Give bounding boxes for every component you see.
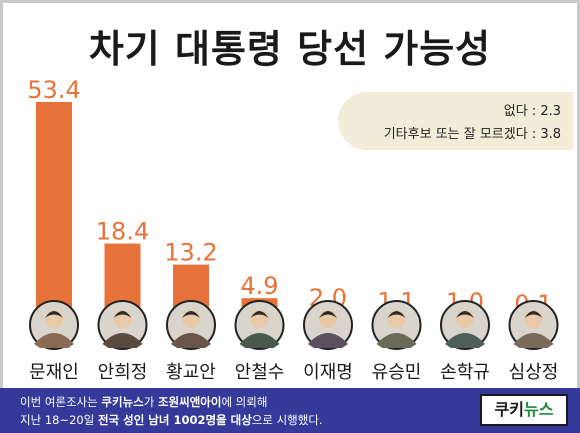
bar-문재인 — [36, 102, 72, 318]
candidate-photo-이재명 — [303, 300, 353, 350]
candidate-photo-손학규 — [440, 300, 490, 350]
bar-chart: 53.4문재인18.4안희정13.2황교안4.9안철수2.0이재명1.1유승민1… — [27, 76, 559, 383]
chart-title: 차기 대통령 당선 가능성 — [88, 27, 492, 71]
category-label-안희정: 안희정 — [98, 362, 148, 383]
footer-line-1: 이번 여론조사는 쿠키뉴스가 조원씨앤아이에 의뢰해 — [20, 395, 268, 409]
category-label-유승민: 유승민 — [372, 362, 422, 383]
category-label-심상정: 심상정 — [509, 362, 559, 383]
candidate-photo-심상정 — [508, 300, 559, 350]
category-label-문재인: 문재인 — [29, 362, 79, 383]
kuki-news-logo: 쿠키뉴스 — [480, 394, 568, 426]
note-none: 없다 : 2.3 — [503, 104, 561, 119]
candidate-photo-황교안 — [166, 300, 216, 350]
category-label-이재명: 이재명 — [303, 362, 353, 383]
note-other: 기타후보 또는 잘 모르겠다 : 3.8 — [383, 127, 561, 142]
note-box: 없다 : 2.3 기타후보 또는 잘 모르겠다 : 3.8 — [338, 92, 573, 150]
candidate-photo-유승민 — [371, 300, 422, 350]
category-label-안철수: 안철수 — [235, 362, 285, 383]
candidate-photo-안철수 — [234, 300, 285, 350]
value-label-안희정: 18.4 — [96, 218, 149, 246]
value-label-황교안: 13.2 — [164, 239, 217, 267]
candidate-photo-안희정 — [97, 300, 148, 350]
value-label-문재인: 53.4 — [27, 76, 80, 104]
footer: 이번 여론조사는 쿠키뉴스가 조원씨앤아이에 의뢰해 지난 18~20일 전국 … — [0, 388, 580, 433]
category-label-황교안: 황교안 — [166, 362, 216, 383]
value-label-안철수: 4.9 — [240, 272, 278, 300]
candidate-photo-문재인 — [29, 300, 79, 350]
footer-line-2: 지난 18~20일 전국 성인 남녀 1002명을 대상으로 시행했다. — [20, 413, 323, 427]
category-label-손학규: 손학규 — [440, 362, 490, 383]
